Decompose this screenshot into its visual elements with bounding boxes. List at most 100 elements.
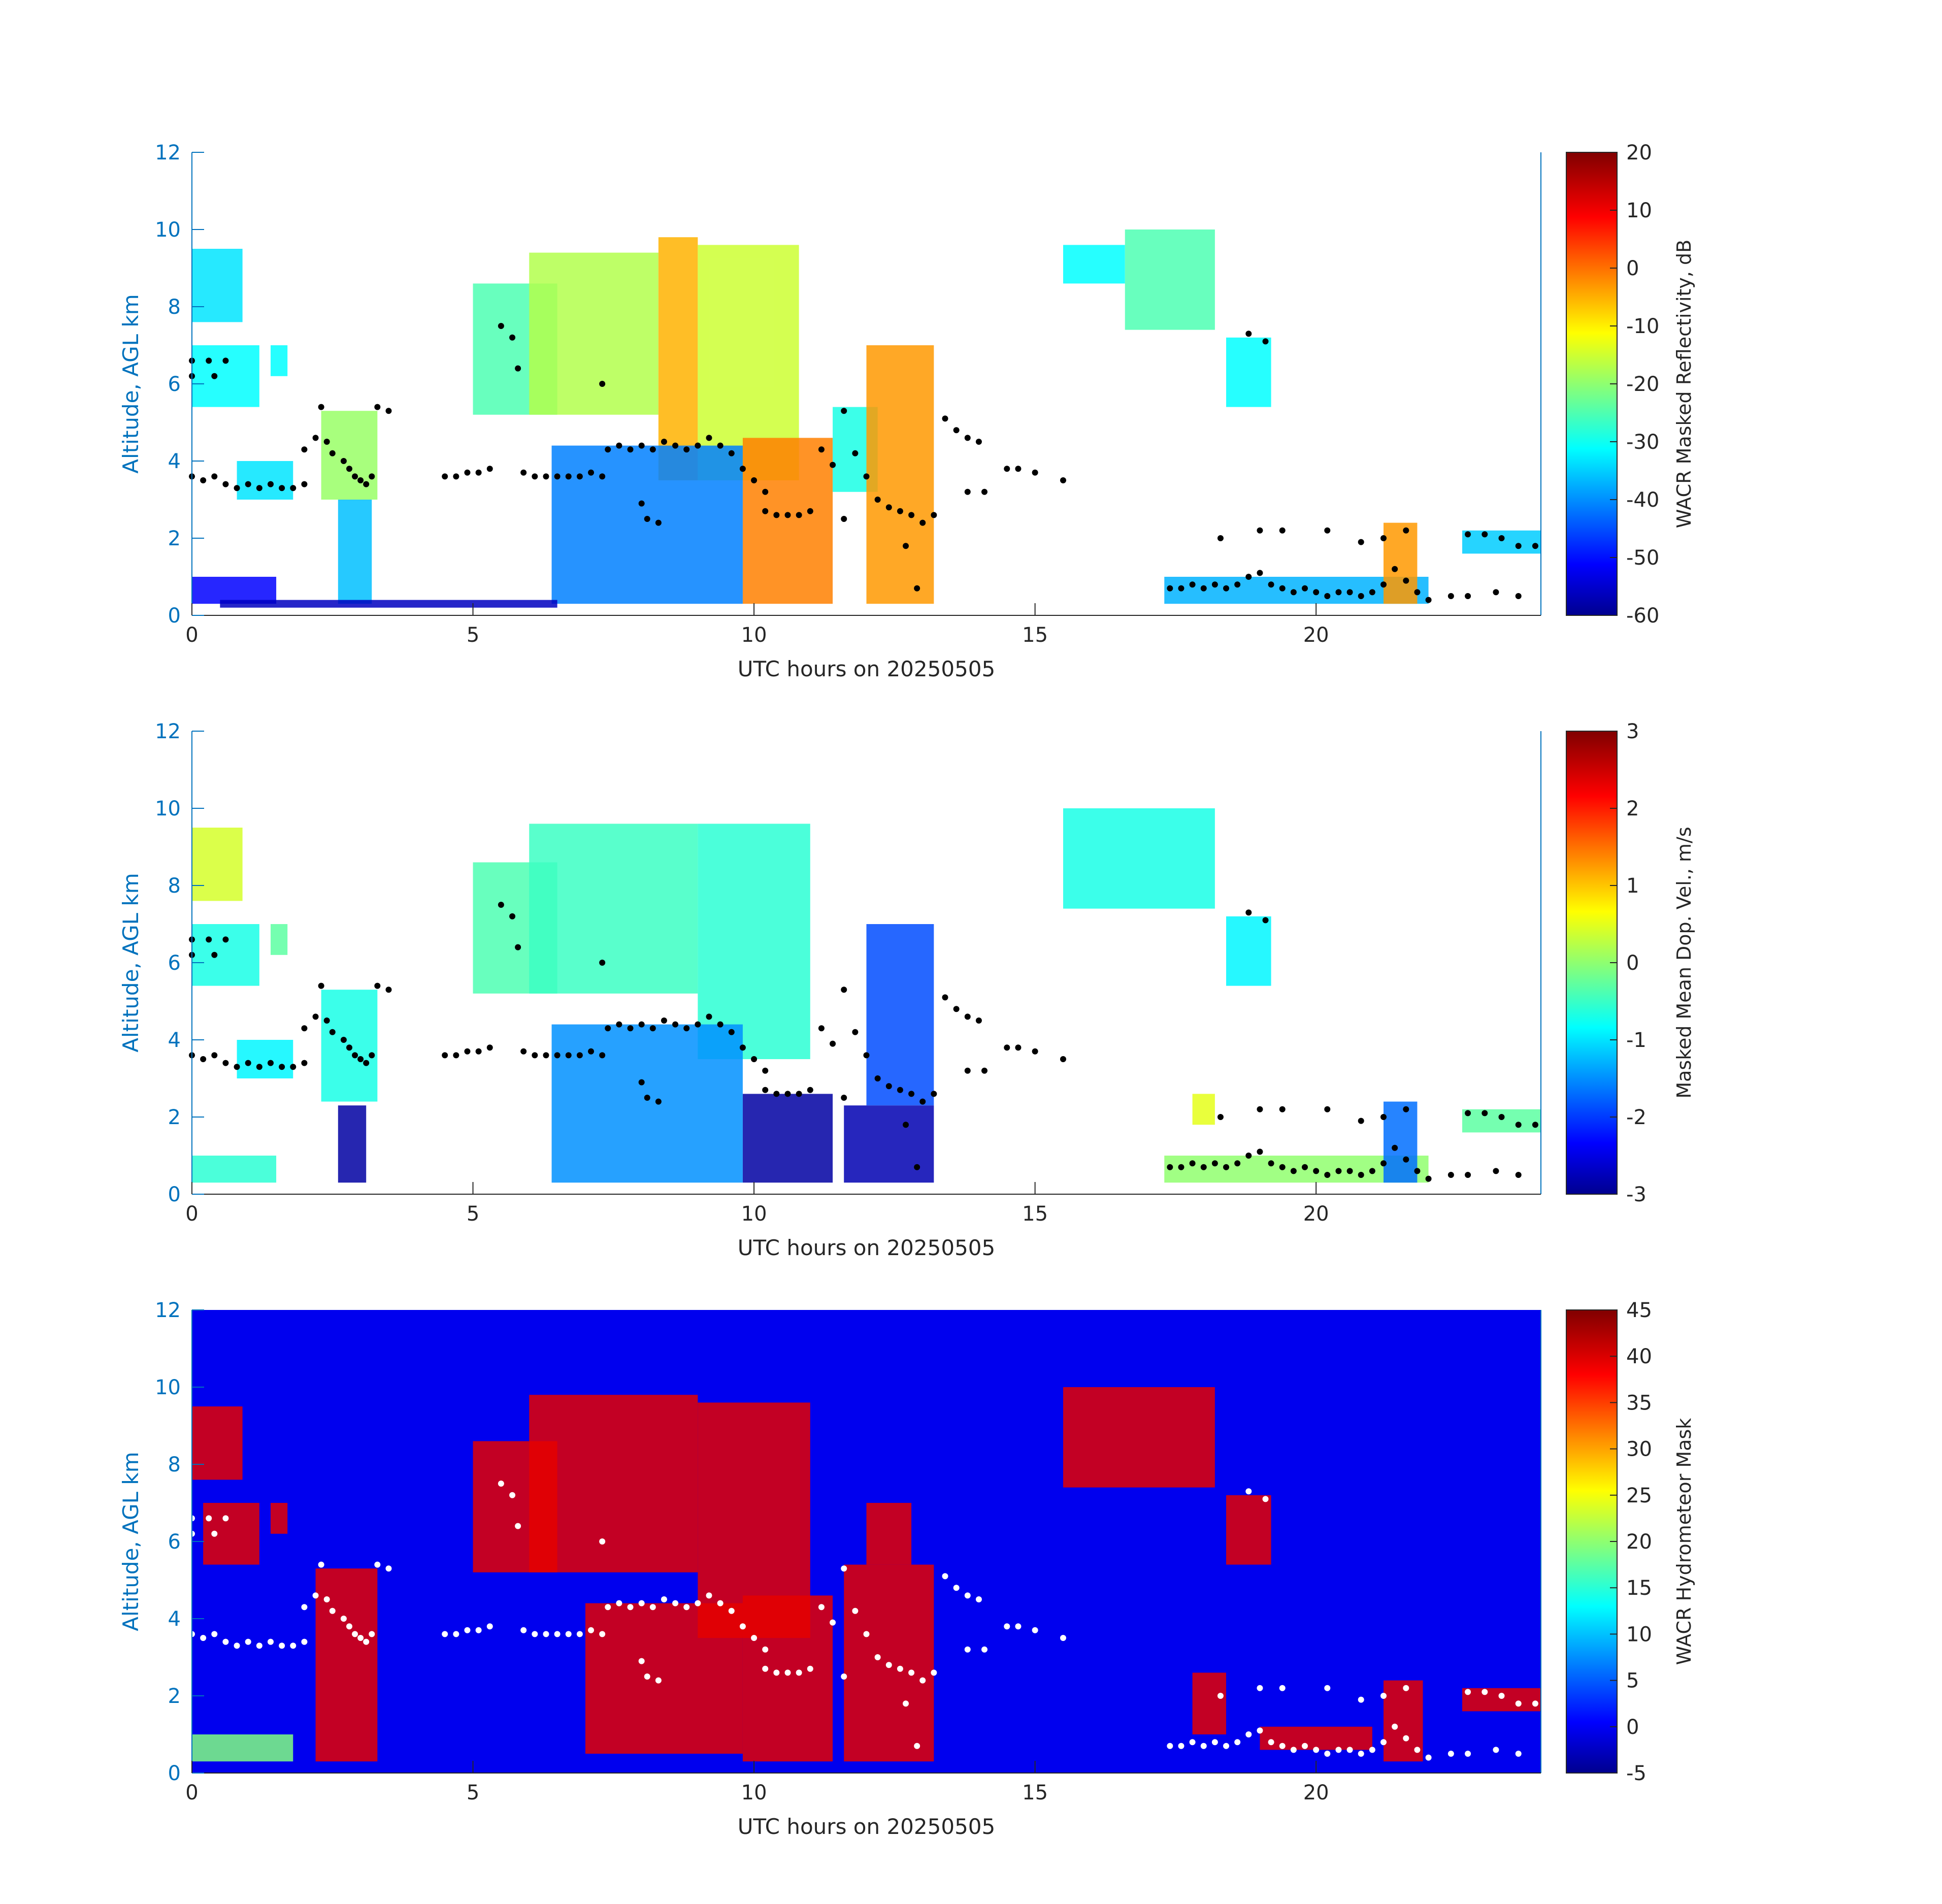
y-tick-label: 2 [168,527,181,550]
overlay-point [453,473,459,480]
overlay-point [953,1585,960,1591]
overlay-point [279,1643,285,1649]
overlay-point [638,1658,645,1664]
x-tick-label: 15 [1022,1202,1048,1226]
colorbar-tick-label: 10 [1626,1623,1652,1646]
overlay-point [543,1631,549,1637]
overlay-point [1279,1685,1286,1691]
overlay-point [739,1044,746,1051]
overlay-point [576,1052,583,1059]
overlay-point [931,1669,937,1676]
overlay-point [616,1600,622,1606]
y-tick-label: 4 [168,1607,181,1631]
overlay-point [1234,1739,1241,1746]
heatmap-cell [1125,229,1215,330]
heatmap-cell [237,461,293,500]
overlay-point [762,1665,769,1672]
overlay-point [784,1669,791,1676]
overlay-point [807,1665,813,1672]
overlay-point [1465,593,1471,599]
overlay-point [211,1530,218,1537]
heatmap-cell [1462,530,1541,554]
overlay-point [649,446,656,453]
overlay-point [762,508,769,514]
overlay-point [807,1087,813,1093]
overlay-point [515,365,521,372]
x-tick-label: 10 [741,623,767,647]
overlay-point [1358,1118,1364,1124]
overlay-point [520,469,527,476]
overlay-point [695,1021,701,1028]
x-tick-label: 5 [467,623,479,647]
overlay-point [323,1596,330,1602]
overlay-point [1358,1172,1364,1178]
overlay-point [874,1654,881,1660]
colorbar-tick-label: 45 [1626,1299,1652,1322]
overlay-point [627,1604,634,1611]
overlay-point [543,473,549,480]
overlay-point [374,404,381,410]
overlay-point [1324,1685,1331,1691]
overlay-point [290,1064,297,1070]
overlay-point [554,473,561,480]
overlay-point [728,1607,735,1614]
overlay-point [588,469,595,476]
overlay-point [914,1164,920,1170]
heatmap-cell [270,345,288,376]
overlay-point [627,1025,634,1032]
heatmap-cell [742,1595,833,1762]
colorbar-tick-label: -10 [1626,315,1659,338]
overlay-point [644,516,650,522]
overlay-point [616,1021,622,1028]
overlay-point [453,1631,459,1637]
overlay-point [931,512,937,518]
x-tick-label: 20 [1303,623,1329,647]
heatmap-cell [192,1734,293,1762]
colorbar-tick-label: -50 [1626,546,1659,570]
overlay-point [385,1565,392,1572]
colorbar-tick-label: -5 [1626,1762,1647,1785]
overlay-point [1324,593,1331,599]
overlay-point [964,1067,971,1074]
overlay-point [1262,917,1269,924]
overlay-point [256,1064,262,1070]
heatmap-cell [192,1406,243,1480]
overlay-point [728,450,735,456]
colorbar-tick-label: 35 [1626,1391,1652,1415]
overlay-point [554,1631,561,1637]
overlay-point [841,1673,847,1680]
overlay-point [773,1091,780,1097]
overlay-point [1335,1747,1342,1753]
heatmap-cell [192,249,243,322]
overlay-point [1380,581,1387,588]
overlay-point [1313,1747,1320,1753]
overlay-point [357,1635,364,1641]
overlay-point [498,1481,504,1487]
heatmap-cell [1063,1387,1215,1488]
overlay-point [1392,566,1398,572]
colorbar-tick-label: 20 [1626,141,1652,165]
overlay-point [599,960,606,966]
overlay-point [1369,1168,1375,1174]
overlay-point [908,512,915,518]
overlay-point [1268,1739,1274,1746]
overlay-point [363,1638,370,1645]
overlay-point [1403,1685,1409,1691]
heatmap-cell [1192,1672,1227,1734]
colorbar-tick-label: 10 [1626,199,1652,222]
overlay-point [914,1743,920,1749]
overlay-point [301,1604,308,1611]
heatmap-cell [866,345,934,604]
colorbar-tick-label: 40 [1626,1345,1652,1368]
overlay-point [908,1091,915,1097]
colorbar-label: WACR Masked Reflectivity, dB [1673,240,1695,528]
overlay-point [818,1604,825,1611]
overlay-point [211,951,218,958]
overlay-point [1245,574,1252,580]
overlay-point [1380,1739,1387,1746]
overlay-point [1358,539,1364,545]
colorbar [1566,152,1618,616]
overlay-point [222,1638,229,1645]
overlay-point [1279,1106,1286,1112]
colorbar-tick-label: -30 [1626,431,1659,454]
